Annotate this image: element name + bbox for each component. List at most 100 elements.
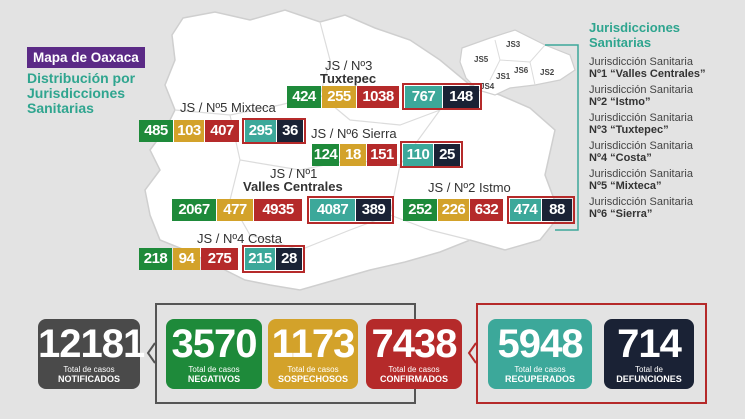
- tuxtepec-teal: 767: [405, 86, 442, 108]
- mini-map-label-js6: JS6: [514, 66, 529, 75]
- valles-dark: 389: [356, 199, 391, 221]
- tuxtepec-yellow: 255: [322, 86, 356, 108]
- legend-item-3: Jurisdicción Sanitaria Nº3 “Tuxtepec”: [589, 112, 693, 136]
- legend-item-prefix: Jurisdicción Sanitaria: [589, 196, 693, 208]
- label-mixteca: JS / Nº5 Mixteca: [180, 100, 276, 115]
- costa-teal: 215: [245, 248, 275, 270]
- tuxtepec-dark: 148: [443, 86, 479, 108]
- stat-negativos-value: 3570: [171, 322, 258, 366]
- legend-item-name: Nº3 “Tuxtepec”: [589, 124, 669, 136]
- mini-map-borders: [489, 39, 546, 86]
- legend-item-prefix: Jurisdicción Sanitaria: [589, 84, 693, 96]
- istmo-outline: [507, 196, 575, 224]
- arrow-left-red-icon: [467, 342, 477, 364]
- tuxtepec-green: 424: [287, 86, 321, 108]
- stat-notificados-value: 12181: [38, 322, 145, 366]
- costa-yellow: 94: [173, 248, 200, 270]
- istmo-yellow: 226: [438, 199, 469, 221]
- label-tuxtepec-1: JS / Nº3: [325, 58, 373, 73]
- label-valles-2: Valles Centrales: [243, 179, 343, 194]
- legend-title: Jurisdicciones Sanitarias: [589, 20, 681, 50]
- costa-dark: 28: [276, 248, 302, 270]
- mixteca-red: 407: [205, 120, 239, 142]
- sierra-teal: 110: [403, 144, 433, 166]
- istmo-teal: 474: [510, 199, 541, 221]
- costa-red: 275: [201, 248, 238, 270]
- stat-caption: Total de casos: [188, 365, 240, 374]
- stat-label: CONFIRMADOS: [380, 374, 448, 384]
- mini-map-label-js4: JS4: [480, 82, 495, 91]
- legend-item-name: Nº2 “Istmo”: [589, 96, 651, 108]
- arrow-left-icon: [146, 342, 156, 364]
- tuxtepec-outline: [402, 83, 482, 110]
- sierra-green: 124: [312, 144, 339, 166]
- stat-caption: Total de casos: [388, 365, 440, 374]
- mixteca-yellow: 103: [174, 120, 204, 142]
- stat-label: NOTIFICADOS: [58, 374, 120, 384]
- stat-sospechosos-value: 1173: [271, 322, 356, 366]
- stat-label: DEFUNCIONES: [616, 374, 682, 384]
- stat-confirmados-value: 7438: [371, 322, 458, 366]
- valles-red: 4935: [254, 199, 302, 221]
- mini-map-label-js3: JS3: [506, 40, 521, 49]
- stat-defunciones: 714 Total de DEFUNCIONES: [604, 319, 694, 389]
- stat-notificados: 12181 Total de casos NOTIFICADOS: [38, 319, 145, 389]
- legend-item-prefix: Jurisdicción Sanitaria: [589, 56, 693, 68]
- stat-caption: Total de casos: [287, 365, 339, 374]
- istmo-red: 632: [470, 199, 503, 221]
- mini-map-label-js5: JS5: [474, 55, 489, 64]
- stat-sospechosos: 1173 Total de casos SOSPECHOSOS: [268, 319, 358, 389]
- stat-caption: Total de casos: [63, 365, 115, 374]
- legend-item-name: Nº5 “Mixteca”: [589, 180, 662, 192]
- sierra-outline: [400, 141, 463, 168]
- stat-label: NEGATIVOS: [187, 374, 241, 384]
- page-subtitle: Distribución por Jurisdicciones Sanitari…: [27, 70, 136, 116]
- stat-caption: Total de: [634, 365, 664, 374]
- legend-item-1: Jurisdicción Sanitaria Nº1 “Valles Centra…: [589, 56, 706, 80]
- stat-label: RECUPERADOS: [504, 374, 575, 384]
- label-istmo: JS / Nº2 Istmo: [428, 180, 511, 195]
- costa-outline: [242, 245, 305, 273]
- stat-negativos: 3570 Total de casos NEGATIVOS: [166, 319, 262, 389]
- label-sierra: JS / Nº6 Sierra: [311, 126, 397, 141]
- legend-item-2: Jurisdicción Sanitaria Nº2 “Istmo”: [589, 84, 693, 108]
- stat-label: SOSPECHOSOS: [277, 374, 349, 384]
- legend-item-name: Nº1 “Valles Centrales”: [589, 68, 706, 80]
- label-tuxtepec-2: Tuxtepec: [320, 71, 377, 86]
- legend-item-4: Jurisdicción Sanitaria Nº4 “Costa”: [589, 140, 693, 164]
- istmo-dark: 88: [542, 199, 572, 221]
- valles-green: 2067: [172, 199, 216, 221]
- stat-recuperados-value: 5948: [497, 322, 584, 366]
- valles-yellow: 477: [217, 199, 253, 221]
- sierra-dark: 25: [434, 144, 460, 166]
- tuxtepec-red: 1038: [357, 86, 399, 108]
- istmo-green: 252: [403, 199, 437, 221]
- mini-map-label-js1: JS1: [496, 72, 511, 81]
- sierra-red: 151: [367, 144, 397, 166]
- valles-outline: [307, 196, 394, 224]
- label-valles-1: JS / Nº1: [270, 166, 318, 181]
- legend-item-name: Nº4 “Costa”: [589, 152, 652, 164]
- legend-item-5: Jurisdicción Sanitaria Nº5 “Mixteca”: [589, 168, 693, 192]
- legend-item-prefix: Jurisdicción Sanitaria: [589, 168, 693, 180]
- mixteca-dark: 36: [277, 120, 303, 142]
- legend-item-name: Nº6 “Sierra”: [589, 208, 653, 220]
- label-costa: JS / Nº4 Costa: [197, 231, 282, 246]
- mixteca-green: 485: [139, 120, 173, 142]
- stat-recuperados: 5948 Total de casos RECUPERADOS: [488, 319, 592, 389]
- sierra-yellow: 18: [340, 144, 366, 166]
- legend-item-6: Jurisdicción Sanitaria Nº6 “Sierra”: [589, 196, 693, 220]
- mini-map-outline: [459, 29, 576, 96]
- page-title: Mapa de Oaxaca: [27, 47, 145, 68]
- legend-connector-line: [545, 44, 579, 231]
- stat-defunciones-value: 714: [617, 322, 682, 366]
- legend-item-prefix: Jurisdicción Sanitaria: [589, 140, 693, 152]
- mixteca-outline: [242, 118, 306, 144]
- outcome-group-frame: [476, 303, 707, 404]
- mixteca-teal: 295: [245, 120, 276, 142]
- stat-confirmados: 7438 Total de casos CONFIRMADOS: [366, 319, 462, 389]
- valles-teal: 4087: [310, 199, 355, 221]
- legend-item-prefix: Jurisdicción Sanitaria: [589, 112, 693, 124]
- mini-map-label-js2: JS2: [540, 68, 555, 77]
